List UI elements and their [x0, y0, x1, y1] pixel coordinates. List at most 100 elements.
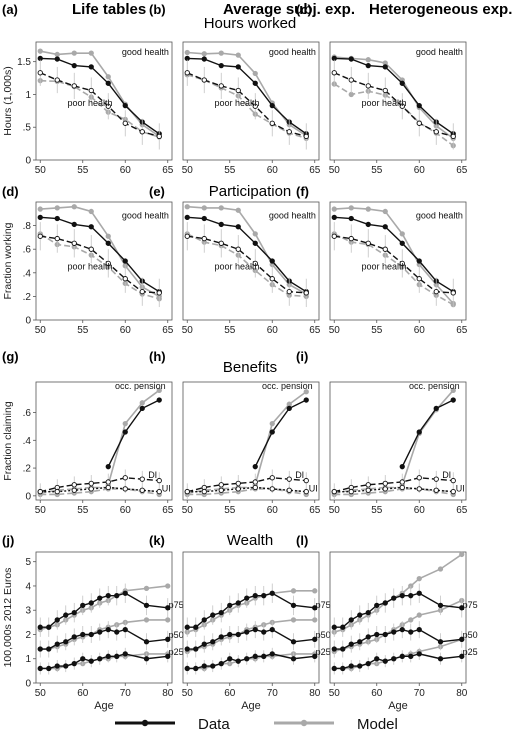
data-point — [156, 477, 162, 484]
annotation-label: good health — [269, 47, 316, 57]
data-point — [437, 566, 444, 572]
annotation-label: DI — [442, 470, 451, 480]
data-point — [416, 120, 422, 126]
data-point — [218, 83, 224, 89]
data-point — [201, 641, 207, 647]
data-point — [459, 636, 465, 642]
data-point — [46, 665, 52, 672]
y-tick-label: 0 — [25, 491, 31, 502]
data-point — [184, 489, 190, 495]
panel-l: (l) 50 60 70 80 Age p75 p50 p25 — [296, 533, 478, 712]
data-point — [139, 129, 145, 135]
data-point — [252, 80, 258, 86]
series-line — [187, 592, 315, 628]
data-point — [416, 258, 422, 264]
data-point — [235, 246, 241, 252]
data-point — [365, 206, 371, 212]
y-tick-label: 5 — [25, 557, 31, 568]
x-tick-label: 60 — [77, 688, 89, 699]
data-point — [143, 639, 150, 645]
data-point — [252, 231, 258, 237]
row-title-hours: Hours worked — [204, 15, 297, 32]
data-point — [88, 64, 94, 70]
model-series-0 — [184, 49, 309, 139]
data-point — [244, 595, 250, 601]
data-point — [54, 641, 60, 647]
series-line — [333, 233, 454, 306]
y-tick-label: .4 — [23, 436, 32, 447]
data-point — [88, 631, 94, 638]
data-point — [201, 56, 207, 62]
data-point — [80, 602, 86, 609]
plot-frame — [35, 381, 173, 501]
panel-letter: (b) — [149, 2, 166, 17]
data-point — [269, 120, 275, 126]
series-line — [40, 216, 160, 293]
data-point — [365, 57, 371, 63]
data-series-1 — [37, 469, 162, 500]
data-point — [139, 289, 145, 295]
data-point — [252, 70, 258, 77]
data-point — [218, 634, 224, 640]
x-tick-label: 50 — [329, 165, 341, 176]
y-tick-label: .6 — [23, 408, 32, 419]
data-point — [63, 639, 69, 645]
x-tick-label: 50 — [329, 325, 341, 336]
x-tick-label: 60 — [267, 505, 279, 516]
data-point — [365, 83, 371, 89]
y-tick-label: 1 — [25, 654, 31, 665]
data-point — [433, 289, 439, 295]
plot-frame — [329, 551, 467, 684]
data-point — [348, 663, 354, 669]
data-point — [312, 588, 318, 594]
data-point — [391, 656, 397, 662]
data-series-0 — [252, 397, 309, 470]
data-point — [227, 656, 233, 662]
data-point — [139, 487, 145, 493]
x-tick-label: 70 — [414, 688, 426, 699]
data-point — [122, 120, 128, 126]
annotation-label: good health — [416, 211, 463, 221]
data-point — [382, 631, 388, 638]
y-tick-label: 0 — [25, 679, 31, 690]
annotation-label: UI — [162, 484, 171, 494]
data-point — [193, 665, 199, 672]
series-line — [187, 488, 307, 496]
data-point — [218, 62, 224, 69]
data-point — [290, 639, 297, 645]
data-point — [105, 233, 111, 239]
column-title-2: Average subj. exp. — [223, 1, 355, 18]
data-point — [399, 260, 405, 267]
data-point — [193, 624, 199, 630]
data-point — [252, 260, 258, 267]
data-point — [139, 405, 145, 412]
data-point — [46, 646, 52, 652]
series-line — [254, 391, 307, 485]
data-point — [201, 617, 207, 623]
data-point — [235, 486, 241, 492]
data-series-1 — [37, 59, 162, 150]
data-point — [114, 593, 120, 599]
data-point — [382, 486, 388, 492]
plot-frame — [182, 381, 320, 501]
annotation-label: poor health — [67, 98, 112, 108]
data-point — [63, 612, 69, 618]
data-point — [331, 665, 337, 672]
data-point — [184, 646, 190, 652]
data-point — [105, 484, 111, 491]
data-series-1 — [184, 621, 318, 658]
x-tick-label: 65 — [162, 505, 174, 516]
x-tick-label: 50 — [182, 688, 194, 699]
series-line — [334, 488, 454, 496]
x-tick-label: 50 — [329, 688, 341, 699]
data-point — [391, 595, 397, 601]
row-title-benefits: Benefits — [223, 359, 277, 376]
data-point — [37, 489, 43, 495]
x-tick-label: 65 — [309, 325, 321, 336]
data-series-2 — [184, 483, 309, 496]
series-line — [187, 486, 307, 494]
data-point — [63, 663, 69, 669]
data-series-1 — [331, 59, 456, 150]
data-point — [399, 653, 405, 659]
data-point — [331, 624, 337, 630]
